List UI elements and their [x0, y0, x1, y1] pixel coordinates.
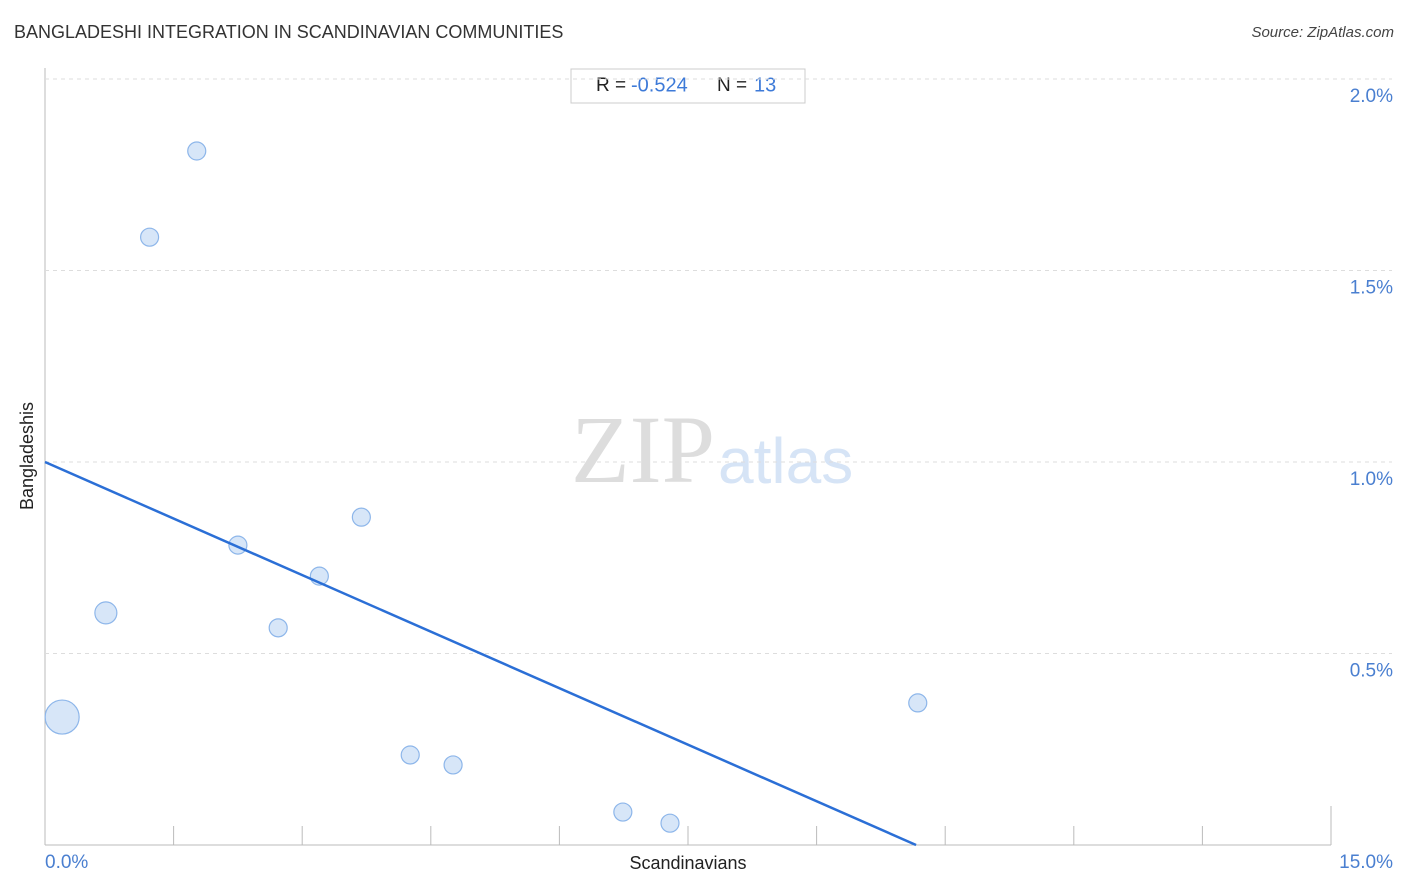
point	[94, 601, 118, 625]
y-tick-label: 1.5%	[1350, 278, 1393, 299]
point	[187, 141, 207, 161]
y-tick-label: 2.0%	[1350, 86, 1393, 107]
watermark-atlas: atlas	[718, 425, 853, 497]
r-label: R =	[596, 75, 626, 96]
point	[400, 745, 420, 765]
point	[139, 227, 160, 247]
y-axis-label: Bangladeshis	[17, 402, 37, 510]
source: Source: ZipAtlas.com	[1251, 24, 1394, 41]
point	[443, 755, 463, 775]
point	[613, 802, 633, 822]
x-tick-label: 15.0%	[1339, 852, 1393, 873]
point	[660, 813, 680, 833]
point	[908, 693, 928, 713]
n-value: 13	[754, 74, 776, 96]
y-tick-label: 1.0%	[1350, 469, 1393, 490]
n-label: N =	[717, 75, 747, 96]
point	[268, 618, 288, 638]
stats-box	[570, 68, 806, 104]
x-tick-label: 0.0%	[45, 852, 88, 873]
x-axis-label: Scandinavians	[629, 853, 746, 873]
watermark-zip: ZIP	[571, 396, 715, 503]
trend-line	[44, 460, 917, 847]
chart-title: BANGLADESHI INTEGRATION IN SCANDINAVIAN …	[14, 22, 563, 42]
r-value: -0.524	[631, 74, 688, 96]
y-tick-label: 0.5%	[1350, 661, 1393, 682]
point	[351, 507, 371, 527]
point	[44, 699, 80, 735]
